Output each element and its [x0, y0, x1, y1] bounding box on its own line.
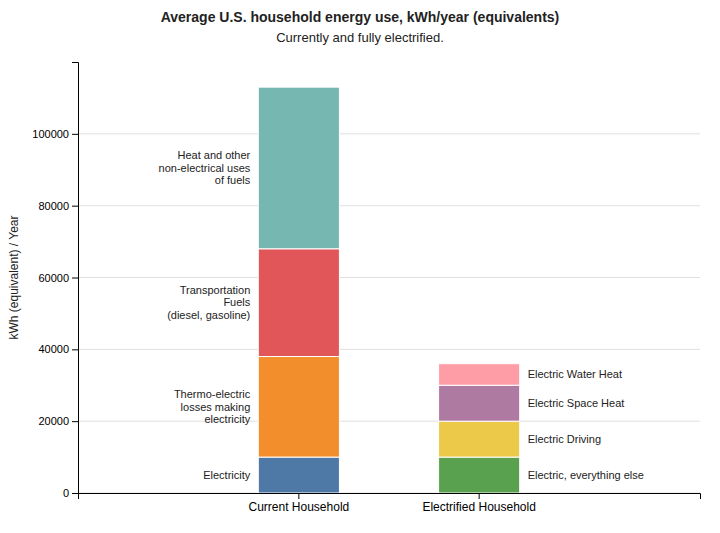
y-tick: 40000 — [38, 343, 78, 355]
segment-label-line: Electric Space Heat — [528, 397, 625, 409]
segment-label: Heat and othernon-electrical usesof fuel… — [159, 149, 251, 186]
segment-label-line: electricity — [204, 413, 250, 425]
segment-label-line: Electric Driving — [528, 433, 601, 445]
y-tick: 80000 — [38, 200, 78, 212]
y-tick-label: 0 — [63, 487, 69, 499]
chart: Electricity Thermo-electriclosses makinge… — [0, 0, 720, 533]
x-tick-label: Current Household — [248, 500, 349, 514]
x-tick: Electrified Household — [422, 493, 535, 514]
y-axis-line — [72, 63, 79, 494]
grid-line — [78, 421, 700, 422]
x-tick-label: Electrified Household — [422, 500, 535, 514]
y-tick-label: 60000 — [38, 272, 69, 284]
y-tick-mark — [72, 349, 78, 350]
y-tick: 60000 — [38, 272, 78, 284]
x-tick-mark — [298, 493, 299, 499]
segment-label: Electric, everything else — [528, 469, 644, 481]
segment-label-line: non-electrical uses — [159, 162, 251, 174]
x-axis: Current Household Electrified Household — [79, 493, 701, 514]
x-tick: Current Household — [248, 493, 349, 514]
segment-label: Electricity — [203, 469, 251, 481]
segment-label-line: of fuels — [215, 174, 251, 186]
bar-segment — [439, 421, 520, 457]
y-tick: 100000 — [32, 128, 78, 140]
segment-label: Electric Water Heat — [528, 368, 622, 380]
y-tick-mark — [72, 134, 78, 135]
segment-label-line: Thermo-electric — [174, 388, 251, 400]
segment-label-line: Fuels — [223, 296, 250, 308]
y-tick-mark — [72, 493, 78, 494]
grid-line — [78, 133, 700, 134]
y-tick-label: 100000 — [32, 128, 69, 140]
y-tick-label: 20000 — [38, 415, 69, 427]
bar-segment — [439, 364, 520, 386]
segment-label-line: Electric, everything else — [528, 469, 644, 481]
grid — [78, 134, 700, 493]
bar-segment — [258, 87, 339, 249]
grid-line — [78, 277, 700, 278]
y-tick-label: 40000 — [38, 343, 69, 355]
x-tick-mark — [479, 493, 480, 499]
y-tick: 0 — [63, 487, 78, 499]
y-axis: 0 20000 40000 60000 80000 100000 — [32, 63, 78, 500]
bar-segment — [258, 457, 339, 493]
y-tick-mark — [72, 278, 78, 279]
bar-segment — [439, 385, 520, 421]
segment-label-line: Electric Water Heat — [528, 368, 622, 380]
segment-label: Electric Space Heat — [528, 397, 625, 409]
y-tick-mark — [72, 206, 78, 207]
y-tick-mark — [72, 421, 78, 422]
plot: Electricity Thermo-electriclosses makinge… — [32, 63, 700, 514]
y-axis-title: kWh (equivalent) / Year — [7, 215, 21, 339]
grid-line — [78, 349, 700, 350]
bar-segment — [258, 357, 339, 458]
segment-label: Thermo-electriclosses makingelectricity — [174, 388, 251, 425]
title: Average U.S. household energy use, kWh/y… — [161, 9, 560, 25]
segment-labels: Electricity Thermo-electriclosses makinge… — [159, 149, 644, 481]
subtitle: Currently and fully electrified. — [276, 30, 444, 45]
bars — [258, 87, 519, 493]
x-axis-line — [79, 494, 701, 500]
segment-label-line: (diesel, gasoline) — [167, 309, 250, 321]
bar-segment — [439, 457, 520, 493]
segment-label: TransportationFuels(diesel, gasoline) — [167, 284, 251, 321]
segment-label-line: losses making — [181, 401, 251, 413]
y-tick-label: 80000 — [38, 200, 69, 212]
bar-segment — [258, 249, 339, 357]
y-tick: 20000 — [38, 415, 78, 427]
segment-label-line: Transportation — [180, 284, 251, 296]
grid-line — [78, 205, 700, 206]
segment-label-line: Electricity — [203, 469, 251, 481]
segment-label: Electric Driving — [528, 433, 601, 445]
segment-label-line: Heat and other — [178, 149, 251, 161]
